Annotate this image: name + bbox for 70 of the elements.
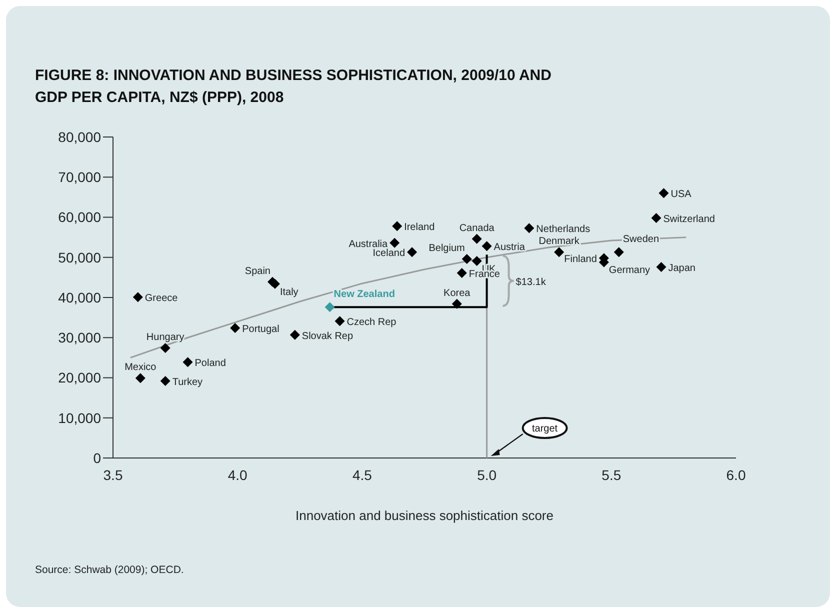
point: [656, 262, 666, 272]
series-label: Korea: [444, 288, 471, 299]
x-tick-label: 6.0: [726, 466, 746, 483]
point: [182, 357, 193, 368]
series-label: Portugal: [242, 324, 280, 335]
y-tick-label: 50,000: [58, 249, 102, 266]
series-label: Slovak Rep: [302, 330, 354, 342]
x-tick-label: 3.5: [103, 466, 123, 483]
chart-title: FIGURE 8: INNOVATION AND BUSINESS SOPHISTICATION, 2009/10 AND GDP PER CAPITA, NZ$ (PPP), 2008: [35, 67, 552, 106]
series-label: Germany: [608, 265, 650, 276]
y-tick-label: 80,000: [58, 128, 102, 145]
y-tick-label: 70,000: [58, 169, 102, 186]
point: [160, 343, 170, 354]
y-tick-label: 30,000: [58, 330, 102, 346]
point: [614, 247, 624, 258]
point: [472, 234, 482, 244]
y-tick-label: 0: [93, 450, 102, 466]
series-label: Poland: [194, 358, 226, 370]
point: [456, 268, 467, 278]
point: [658, 188, 669, 198]
annotation: $13.1k: [516, 276, 547, 288]
y-tick-label: 10,000: [58, 410, 102, 426]
series-label: Greece: [144, 293, 178, 304]
series-label: Sweden: [622, 234, 660, 246]
point: [407, 247, 418, 258]
series-label: Canada: [459, 222, 495, 234]
x-axis-title: Innovation and business sophistication score: [296, 508, 554, 523]
point: [230, 322, 240, 333]
series-label: New Zealand: [334, 289, 395, 300]
point: [334, 316, 345, 326]
point: [462, 254, 472, 264]
series-label: Austria: [494, 242, 526, 254]
point: [290, 330, 300, 340]
series-label: Iceland: [372, 248, 406, 260]
series-label: Netherlands: [536, 224, 590, 236]
series-label: Czech Rep: [346, 317, 397, 328]
point: [472, 256, 482, 266]
series-label: Switzerland: [663, 214, 715, 226]
point: [132, 292, 143, 302]
source-note: Source: Schwab (2009); OECD.: [35, 564, 184, 576]
series-label: Finland: [564, 254, 597, 266]
point: [452, 298, 462, 309]
series-label: Denmark: [538, 236, 580, 248]
x-tick-label: 4.0: [228, 466, 248, 483]
annotation: target: [532, 424, 558, 434]
point: [324, 302, 335, 312]
point: [135, 373, 146, 384]
series-label: Belgium: [428, 242, 465, 254]
series-label: Turkey: [172, 376, 203, 388]
series-label: Hungary: [146, 332, 184, 344]
y-tick-label: 60,000: [58, 209, 102, 226]
series-label: Italy: [280, 286, 298, 298]
x-tick-label: 5.5: [602, 466, 622, 483]
point: [160, 376, 170, 386]
y-tick-label: 40,000: [58, 289, 102, 306]
y-tick-label: 20,000: [58, 370, 102, 386]
series-label: Ireland: [404, 222, 435, 234]
point: [390, 238, 400, 248]
point: [524, 223, 534, 234]
series-label: Mexico: [124, 362, 157, 374]
point: [482, 241, 492, 252]
point: [392, 221, 402, 232]
series-label: Japan: [668, 263, 696, 274]
series-label: Spain: [244, 266, 270, 277]
point: [554, 247, 564, 258]
series-label: Australia: [348, 238, 388, 250]
point: [651, 213, 662, 224]
x-tick-label: 4.5: [352, 466, 372, 483]
series-label: USA: [670, 189, 692, 200]
x-tick-label: 5.0: [477, 466, 497, 483]
